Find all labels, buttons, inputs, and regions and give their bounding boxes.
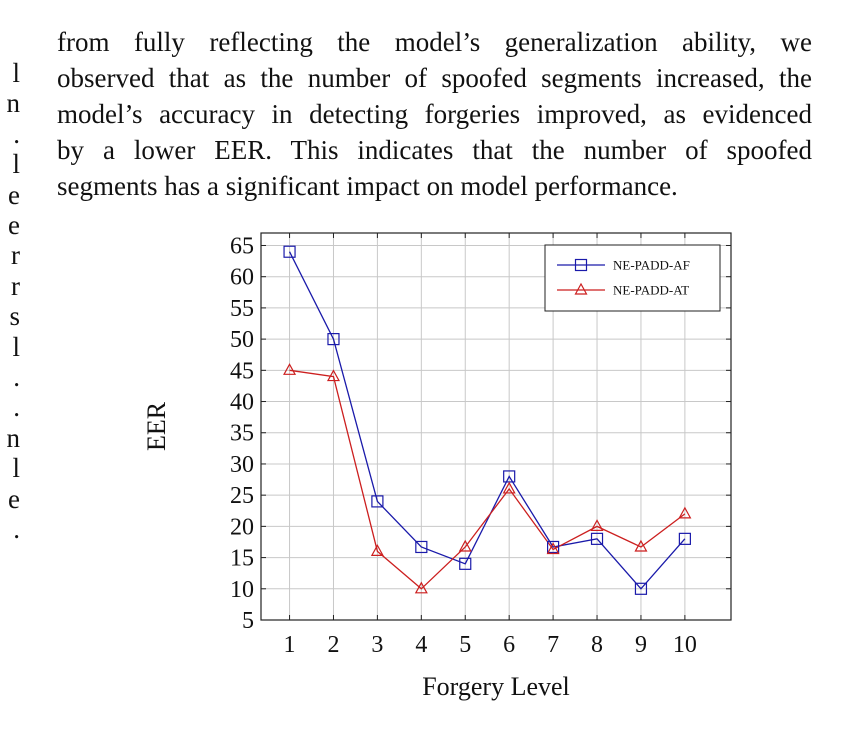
plot-frame	[260, 232, 732, 621]
data-point	[590, 519, 604, 531]
data-point	[370, 544, 384, 556]
y-tick-label: 15	[230, 546, 254, 572]
margin-fragment: e	[8, 483, 20, 514]
data-point	[634, 582, 648, 595]
margin-fragment: l	[12, 149, 20, 180]
margin-fragment: l	[12, 58, 20, 88]
x-tick-label: 2	[327, 632, 339, 658]
legend-marker	[574, 258, 588, 272]
chart-legend: NE-PADD-AF NE-PADD-AT	[544, 244, 721, 312]
chart-series	[283, 245, 692, 595]
data-point	[678, 506, 692, 519]
data-point	[414, 581, 428, 594]
x-tick-label: 5	[459, 632, 471, 658]
data-point	[415, 540, 428, 554]
y-tick-label: 45	[230, 358, 254, 384]
y-tick-label: 20	[230, 514, 254, 540]
data-point	[590, 532, 604, 545]
y-tick-label: 35	[230, 421, 254, 447]
data-point	[634, 539, 648, 552]
data-point	[678, 532, 691, 545]
margin-fragment: .	[13, 118, 20, 149]
margin-fragment: l	[12, 331, 20, 362]
x-tick-label: 6	[503, 632, 515, 658]
x-tick-label: 1	[284, 632, 296, 658]
data-point	[547, 540, 560, 554]
paragraph-line: segments has a significant impact on mod…	[57, 171, 678, 201]
x-tick-label: 3	[371, 632, 383, 658]
data-point	[459, 557, 472, 570]
x-tick-label: 8	[591, 632, 603, 658]
y-tick-label: 65	[230, 233, 254, 259]
x-tick-label: 10	[673, 632, 697, 658]
legend-label: NE-PADD-AF	[613, 258, 690, 273]
legend-marker	[574, 282, 588, 295]
data-point	[283, 245, 296, 258]
y-tick-label: 25	[230, 483, 254, 509]
paragraph-line: by a lower EER. This indicates that the …	[57, 135, 812, 165]
margin-fragment: .	[13, 392, 20, 423]
data-point	[326, 369, 340, 382]
paragraph-line: from fully reflecting the model’s genera…	[57, 27, 812, 57]
legend-label: NE-PADD-AT	[613, 283, 689, 298]
paragraph-line: model’s accuracy in detecting forgeries …	[57, 99, 812, 129]
margin-fragment: e	[8, 179, 20, 210]
y-tick-label: 55	[230, 296, 254, 322]
y-axis-label: EER	[142, 401, 171, 451]
margin-fragment: r	[11, 270, 20, 301]
y-tick-label: 30	[230, 452, 254, 478]
margin-fragment: e	[8, 210, 20, 241]
margin-fragment: .	[13, 514, 20, 545]
body-paragraph: from fully reflecting the model’s genera…	[57, 24, 812, 204]
margin-fragment: s	[9, 301, 20, 332]
y-tick-label: 5	[242, 608, 254, 634]
margin-fragment: l	[12, 453, 20, 484]
data-point	[327, 333, 340, 346]
margin-fragment: n	[6, 88, 21, 119]
y-tick-label: 60	[230, 265, 254, 291]
margin-fragment: r	[11, 240, 20, 271]
y-tick-label: 10	[230, 577, 254, 603]
data-point	[458, 539, 472, 552]
y-tick-label: 40	[230, 390, 254, 416]
series-line	[289, 369, 686, 590]
series-line	[288, 251, 686, 590]
data-point	[371, 495, 384, 508]
data-point	[546, 542, 560, 555]
paragraph-line: observed that as the number of spoofed s…	[57, 63, 812, 93]
x-tick-label: 9	[635, 632, 647, 658]
y-tick-label: 50	[230, 327, 254, 353]
legend-box	[544, 244, 721, 312]
x-tick-label: 4	[415, 632, 427, 658]
x-tick-label: 7	[547, 632, 559, 658]
margin-fragment: .	[13, 362, 20, 393]
data-point	[502, 481, 516, 494]
margin-fragment: n	[6, 422, 21, 453]
x-axis-label: Forgery Level	[422, 672, 570, 701]
data-point	[283, 363, 297, 375]
